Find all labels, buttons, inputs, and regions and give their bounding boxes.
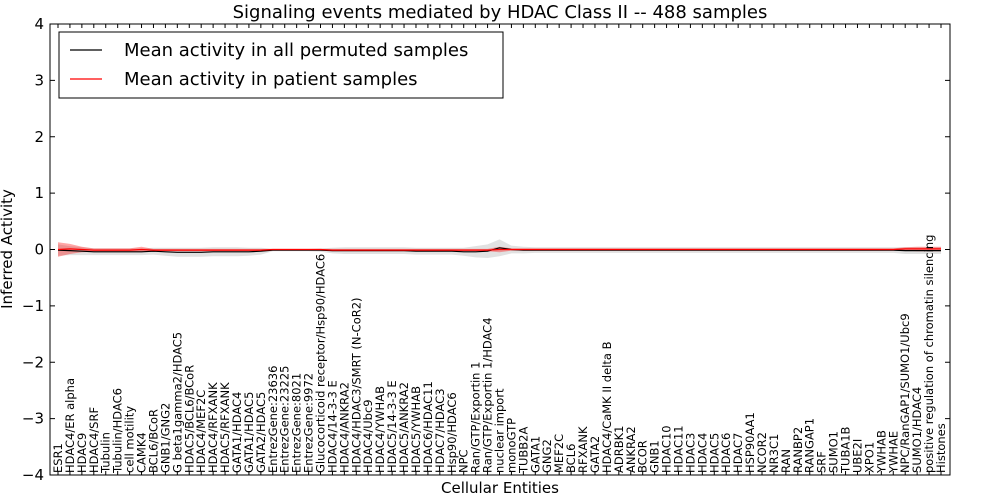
x-tick-label: cell motility <box>123 406 137 473</box>
x-tick-label: HDAC7 <box>731 433 745 473</box>
x-tick-label: EntrezGene:23636 <box>266 366 280 473</box>
line-patient <box>57 248 941 251</box>
x-tick-label: Ran/GTP/Exportin 1/HDAC4 <box>481 317 495 473</box>
x-tick-label: G beta1gamma2/HDAC5 <box>170 332 184 473</box>
y-axis: 4 3 2 1 0 −1 −2 −3 −4 <box>22 15 950 484</box>
x-tick-label: HDAC4/SRF <box>87 407 101 473</box>
y-tick-label: 1 <box>34 184 44 202</box>
x-tick-label: RFXANK <box>576 426 590 473</box>
x-tick-label: Tubulin <box>99 432 113 474</box>
x-tick-label: TUBB2A <box>516 426 530 474</box>
x-tick-label: GATA2/HDAC5 <box>254 392 268 473</box>
x-tick-label: Hsp90/HDAC6 <box>445 392 459 473</box>
legend: Mean activity in all permuted samples Me… <box>58 31 504 99</box>
x-tick-label: BCL6/BCoR <box>147 409 161 473</box>
x-tick-label: HDAC4/CaMK II delta B <box>600 341 614 473</box>
x-tick-label: HDAC10 <box>660 425 674 473</box>
y-tick-label: 3 <box>34 71 44 89</box>
x-tick-label: SUMO1/HDAC4 <box>910 387 924 473</box>
legend-label-patient: Mean activity in patient samples <box>124 69 418 90</box>
x-tick-label: HDAC4/ANKRA2 <box>337 382 351 473</box>
x-tick-label: ADRBK1 <box>612 426 626 473</box>
x-tick-label: RANBP2 <box>791 427 805 473</box>
y-tick-label: 2 <box>34 128 44 146</box>
x-tick-label: HDAC5/YWHAB <box>409 386 423 473</box>
x-tick-label: HDAC5/RFXANK <box>218 382 232 473</box>
x-tick-label: HDAC5/ANKRA2 <box>397 382 411 473</box>
band-permuted <box>58 239 941 258</box>
x-tick-label: RANGAP1 <box>803 418 817 473</box>
x-tick-label: HDAC3 <box>683 433 697 473</box>
y-tick-label: −3 <box>22 410 44 428</box>
x-tick-label: YWHAB <box>874 430 888 474</box>
x-tick-label: HDAC6/HDAC11 <box>421 381 435 473</box>
x-tick-label: HDAC4/ER alpha <box>63 378 77 473</box>
x-tick-label: CAMK4 <box>135 432 149 473</box>
x-tick-label: YWHAE <box>886 431 900 474</box>
x-tick-label: GATA1/HDAC4 <box>230 392 244 473</box>
x-tick-label: TUBA1B <box>839 426 853 474</box>
chart-title: Signaling events mediated by HDAC Class … <box>233 2 768 23</box>
x-tick-label: HDAC9 <box>75 433 89 473</box>
x-tick-label: GATA2 <box>588 436 602 473</box>
y-tick-label: 0 <box>34 241 44 259</box>
x-tick-label: BCOR <box>636 440 650 473</box>
x-tick-label: RAN <box>779 449 793 473</box>
y-tick-label: −4 <box>22 466 44 484</box>
x-tick-label: ESR1 <box>51 443 65 473</box>
x-tick-label: GATA1 <box>528 436 542 473</box>
x-tick-label: GNB1 <box>648 440 662 473</box>
x-tick-label: HDAC4 <box>695 433 709 473</box>
x-tick-label: nuclear import <box>493 388 507 473</box>
x-axis-title: Cellular Entities <box>441 479 559 497</box>
y-tick-label: −2 <box>22 353 44 371</box>
x-tick-label: HDAC4/HDAC3/SMRT (N-CoR2) <box>349 297 363 473</box>
x-tick-label: HDAC11 <box>672 425 686 473</box>
x-tick-label: HDAC4/Ubc9 <box>361 399 375 473</box>
x-tick-label: GATA1/HDAC5 <box>242 392 256 473</box>
x-tick-label: EntrezGene:8021 <box>290 373 304 473</box>
x-tick-label: XPO1 <box>862 442 876 473</box>
legend-label-permuted: Mean activity in all permuted samples <box>124 40 468 61</box>
y-tick-label: −1 <box>22 297 44 315</box>
x-tick-label: NPC/RanGAP1/SUMO1/Ubc9 <box>898 313 912 473</box>
x-tick-label: NPC <box>457 449 471 473</box>
x-tick-label: HDAC5/14-3-3 E <box>385 380 399 473</box>
y-tick-label: 4 <box>34 15 44 33</box>
x-tick-label: HDAC5/BCL6/BCoR <box>182 365 196 473</box>
x-tick-label: GNB1/GNG2 <box>158 403 172 473</box>
x-tick-label: HDAC6 <box>719 433 733 473</box>
x-tick-label: BCL6 <box>564 444 578 473</box>
x-tick-label: HDAC7/HDAC3 <box>433 388 447 473</box>
x-tick-label: Glucocorticoid receptor/Hsp90/HDAC6 <box>314 254 328 473</box>
x-tick-label: EntrezGene:23225 <box>278 366 292 473</box>
x-tick-label: HDAC4/YWHAB <box>373 386 387 473</box>
activity-lines <box>57 247 941 253</box>
x-tick-label: Tubulin/HDAC6 <box>111 388 125 474</box>
x-tick-label: EntrezGene:9972 <box>302 373 316 473</box>
x-tick-label: UBE2I <box>851 439 865 473</box>
x-tick-label: Histones <box>934 423 948 473</box>
x-tick-label: SUMO1 <box>827 431 841 473</box>
x-tick-label: ANKRA2 <box>624 426 638 473</box>
x-tick-label: HSP90AA1 <box>743 412 757 473</box>
x-tick-label: NCOR2 <box>755 432 769 473</box>
x-tick-label: HDAC4/MEF2C <box>194 390 208 473</box>
x-tick-label: SRF <box>815 451 829 473</box>
x-tick-label: MEF2C <box>552 434 566 473</box>
x-tick-label: HDAC5 <box>707 433 721 473</box>
x-tick-label: positive regulation of chromatin silenci… <box>922 235 936 473</box>
x-tick-label: monoGTP <box>504 418 518 473</box>
x-tick-label: HDAC4/RFXANK <box>206 382 220 473</box>
legend-box <box>58 31 504 99</box>
y-axis-title: Inferred Activity <box>0 189 16 309</box>
x-tick-label: NR3C1 <box>767 434 781 473</box>
x-tick-label: HDAC4/14-3-3 E <box>325 380 339 473</box>
x-tick-label: GNG2 <box>540 439 554 473</box>
x-tick-label: Ran/GTP/Exportin 1 <box>469 362 483 473</box>
